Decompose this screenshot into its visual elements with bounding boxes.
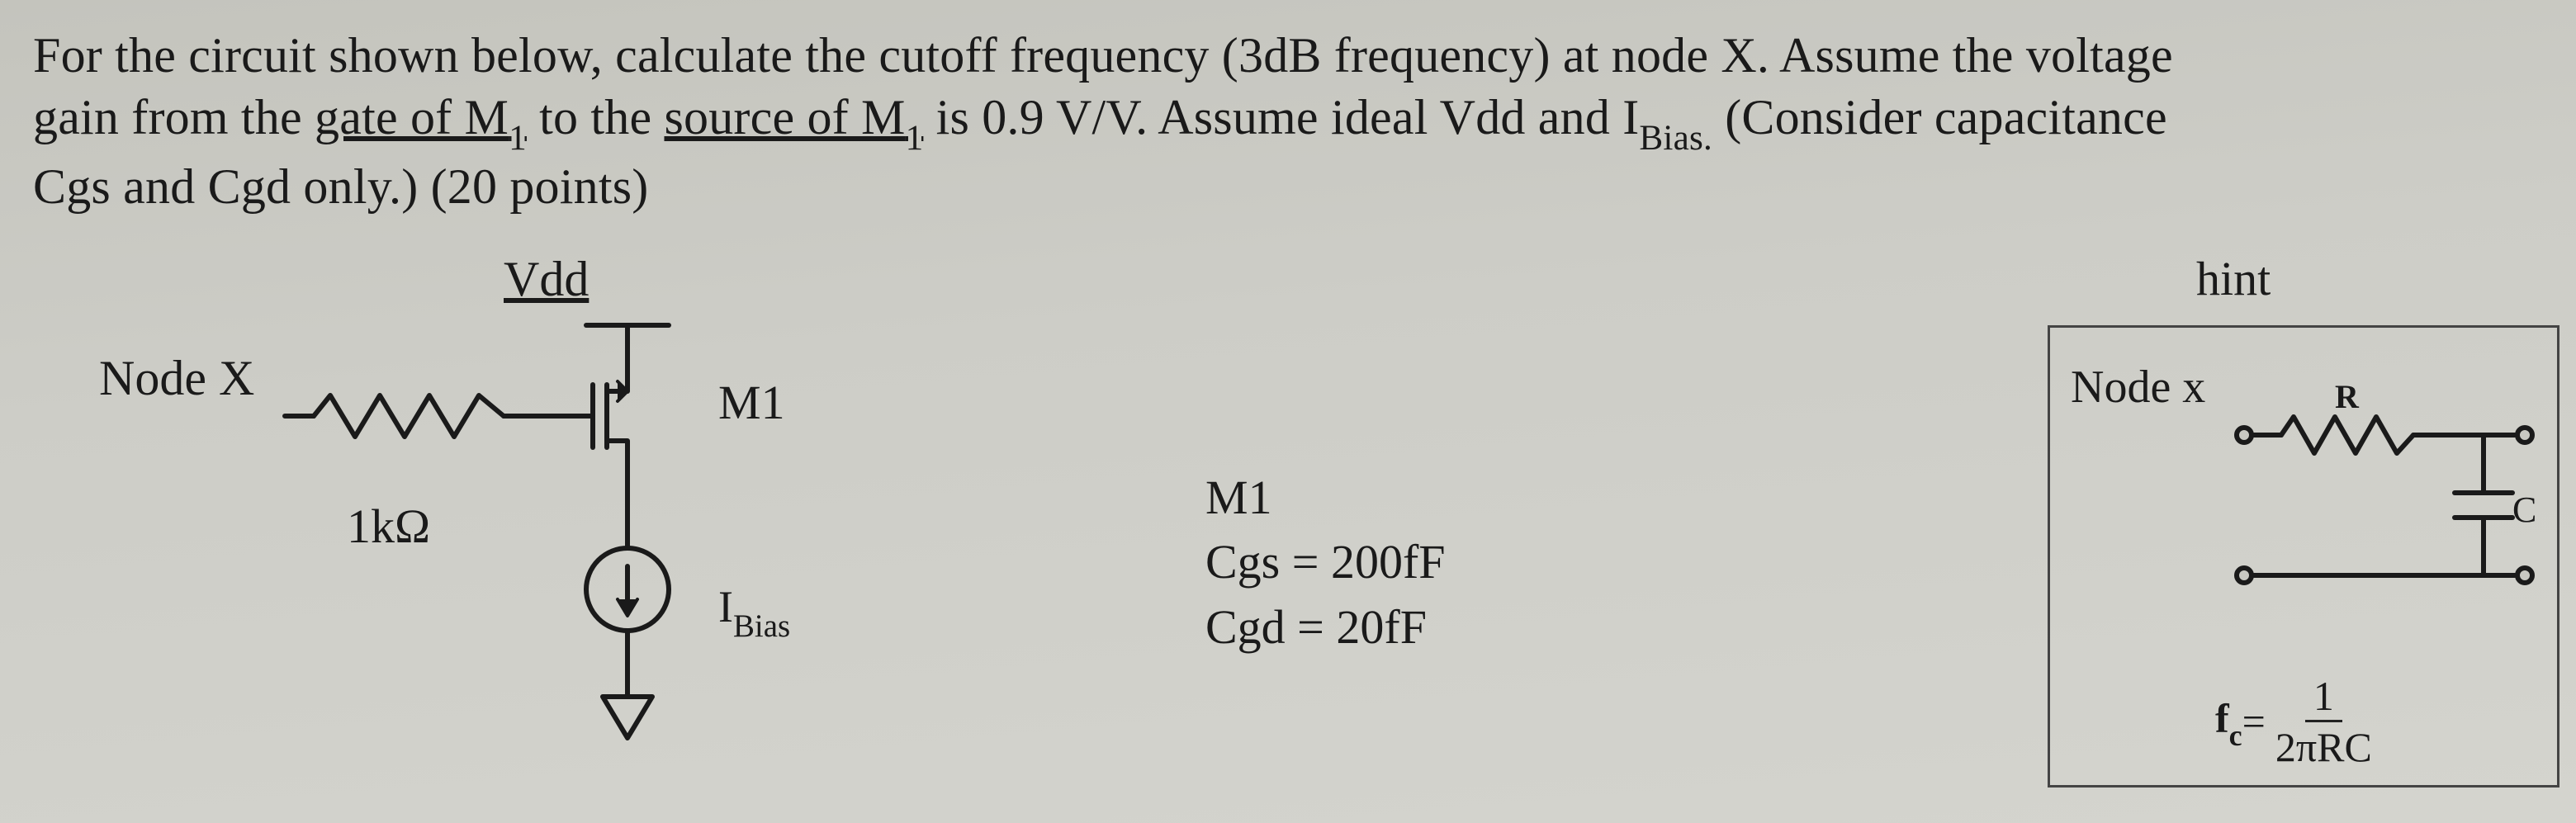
text-line-1: For the circuit shown below, calculate t… <box>33 28 2173 83</box>
vdd-label: Vdd <box>504 251 589 308</box>
text-line-2b: to the <box>527 90 665 144</box>
m1-sub-2: 1 <box>906 119 924 158</box>
source-of-m1: source of M <box>664 90 905 144</box>
param-cgs: Cgs = 200fF <box>1205 530 1446 594</box>
text-line-3: Cgs and Cgd only.) (20 points) <box>33 159 648 214</box>
circuit-diagram <box>99 309 842 804</box>
text-line-2a: gain from the <box>33 90 315 144</box>
text-line-2c: is 0.9 V/V. Assume ideal Vdd and I <box>923 90 1639 144</box>
page: For the circuit shown below, calculate t… <box>0 0 2576 823</box>
fc-sub: c <box>2229 719 2242 752</box>
gate-of-m1: gate of M <box>315 90 509 144</box>
fc-f: f <box>2215 695 2229 741</box>
problem-statement: For the circuit shown below, calculate t… <box>33 25 2543 218</box>
hint-box: Node x R C <box>2048 325 2559 788</box>
param-cgd: Cgd = 20fF <box>1205 595 1446 660</box>
fc-den: 2πRC <box>2275 722 2372 769</box>
bias-sub: Bias. <box>1639 119 1712 158</box>
hint-rc-diagram <box>2050 328 2562 658</box>
text-line-2d: (Consider capacitance <box>1712 90 2167 144</box>
fc-eq: = <box>2242 698 2266 745</box>
m1-sub-1: 1 <box>509 119 527 158</box>
param-device: M1 <box>1205 466 1446 530</box>
fc-num: 1 <box>2305 674 2342 722</box>
device-params: M1 Cgs = 200fF Cgd = 20fF <box>1205 466 1446 660</box>
fc-fraction: 1 2πRC <box>2275 674 2372 769</box>
hint-formula: fc = 1 2πRC <box>2215 674 2372 769</box>
content-row: Vdd Node X 1kΩ M1 IBias <box>33 251 2543 823</box>
hint-title: hint <box>2196 251 2271 306</box>
